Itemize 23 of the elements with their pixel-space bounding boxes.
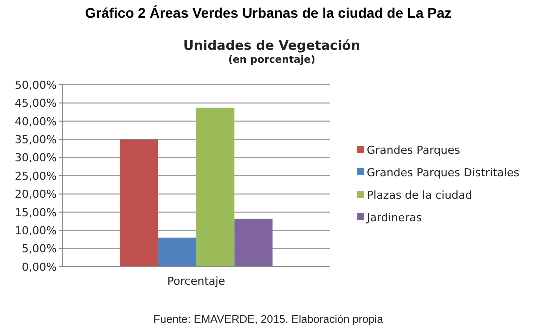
legend-label: Plazas de la ciudad: [367, 188, 472, 202]
bar: [158, 238, 196, 267]
y-tick-label: 50,00%: [15, 78, 57, 92]
y-tick-label: 20,00%: [15, 188, 57, 202]
y-tick-label: 45,00%: [15, 97, 57, 110]
y-tick-label: 30,00%: [15, 152, 57, 165]
bar: [234, 218, 273, 267]
chart-subtitle: Unidades de Vegetación (en porcentaje): [183, 39, 361, 66]
x-tick-label: Porcentaje: [168, 275, 226, 288]
legend-label: Jardineras: [366, 211, 422, 224]
y-tick-label: 25,00%: [15, 170, 57, 183]
y-tick-label: 15,00%: [15, 206, 57, 220]
y-tick-label: 40,00%: [15, 115, 57, 128]
legend-label: Grandes Parques: [367, 144, 461, 157]
bar: [196, 108, 235, 267]
bar: [120, 140, 158, 267]
y-tick-label: 0,00%: [22, 260, 57, 274]
source-note: Fuente: EMAVERDE, 2015. Elaboración propia: [154, 314, 384, 326]
chart-title: Gráfico 2 Áreas Verdes Urbanas de la ciudad de La Paz: [85, 5, 452, 21]
y-tick-label: 5,00%: [22, 242, 57, 256]
legend-label: Grandes Parques Distritales: [367, 166, 520, 180]
y-tick-label: 35,00%: [15, 133, 57, 146]
y-tick-label: 10,00%: [15, 224, 57, 238]
